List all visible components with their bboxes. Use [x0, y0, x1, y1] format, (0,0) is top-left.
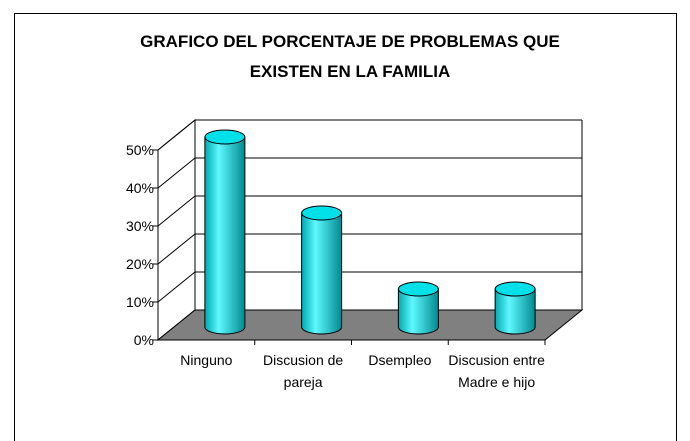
x-tick-label: Dsempleo [368, 352, 432, 368]
bar [301, 212, 343, 335]
back-wall [157, 118, 196, 342]
frame [14, 13, 677, 441]
y-tick-label: 30% [126, 218, 154, 234]
chart-title: GRAFICO DEL PORCENTAJE DE PROBLEMAS QUE E… [140, 32, 560, 81]
bar-top [204, 129, 246, 145]
x-tick-label: Discusion de pareja [263, 352, 344, 390]
bar [494, 288, 536, 335]
y-tick-label: 50% [126, 142, 154, 158]
x-tick-label: Discusion entre Madre e hijo [448, 352, 545, 390]
bar-top [494, 281, 536, 297]
y-tick-label: 20% [126, 256, 154, 272]
grid-line [157, 271, 582, 303]
bar-top [301, 205, 343, 221]
bar [397, 288, 439, 335]
grid-line [157, 157, 582, 189]
y-tick-label: 10% [126, 294, 154, 310]
bar-top [397, 281, 439, 297]
grid-line [157, 233, 582, 265]
x-tick-label: Ninguno [180, 352, 233, 368]
grid-line [157, 119, 582, 151]
y-tick-label: 40% [126, 180, 154, 196]
y-tick-label: 0% [134, 332, 154, 348]
bar [204, 136, 246, 335]
grid-line [157, 195, 582, 227]
